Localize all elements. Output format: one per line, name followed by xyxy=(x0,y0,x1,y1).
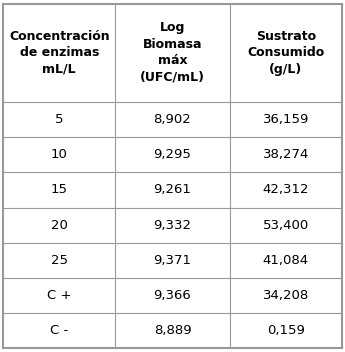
Text: 5: 5 xyxy=(55,113,63,126)
Text: 8,902: 8,902 xyxy=(154,113,191,126)
Text: 20: 20 xyxy=(51,219,68,232)
Text: C -: C - xyxy=(50,324,68,337)
Text: 9,366: 9,366 xyxy=(154,289,191,302)
Text: 25: 25 xyxy=(51,254,68,267)
Text: 8,889: 8,889 xyxy=(154,324,191,337)
Text: C +: C + xyxy=(47,289,71,302)
Text: 9,295: 9,295 xyxy=(154,148,191,161)
Text: 9,371: 9,371 xyxy=(154,254,191,267)
Text: Sustrato
Consumido
(g/L): Sustrato Consumido (g/L) xyxy=(247,30,324,76)
Text: 9,261: 9,261 xyxy=(154,183,191,196)
Text: Concentración
de enzimas
mL/L: Concentración de enzimas mL/L xyxy=(9,30,110,76)
Text: 9,332: 9,332 xyxy=(154,219,191,232)
Text: 41,084: 41,084 xyxy=(263,254,309,267)
Text: 38,274: 38,274 xyxy=(263,148,309,161)
Text: 10: 10 xyxy=(51,148,68,161)
Text: 15: 15 xyxy=(51,183,68,196)
Text: 53,400: 53,400 xyxy=(263,219,309,232)
Text: Log
Biomasa
máx
(UFC/mL): Log Biomasa máx (UFC/mL) xyxy=(140,21,205,84)
Text: 34,208: 34,208 xyxy=(263,289,309,302)
Text: 36,159: 36,159 xyxy=(263,113,309,126)
Text: 42,312: 42,312 xyxy=(263,183,309,196)
Text: 0,159: 0,159 xyxy=(267,324,305,337)
